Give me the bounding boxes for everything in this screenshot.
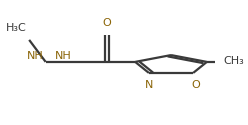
Text: H₃C: H₃C — [6, 23, 27, 33]
Text: NH: NH — [55, 51, 72, 61]
Text: O: O — [102, 18, 111, 28]
Text: NH: NH — [27, 51, 43, 61]
Text: O: O — [191, 80, 200, 90]
Text: CH₃: CH₃ — [223, 56, 244, 66]
Text: N: N — [145, 80, 153, 90]
